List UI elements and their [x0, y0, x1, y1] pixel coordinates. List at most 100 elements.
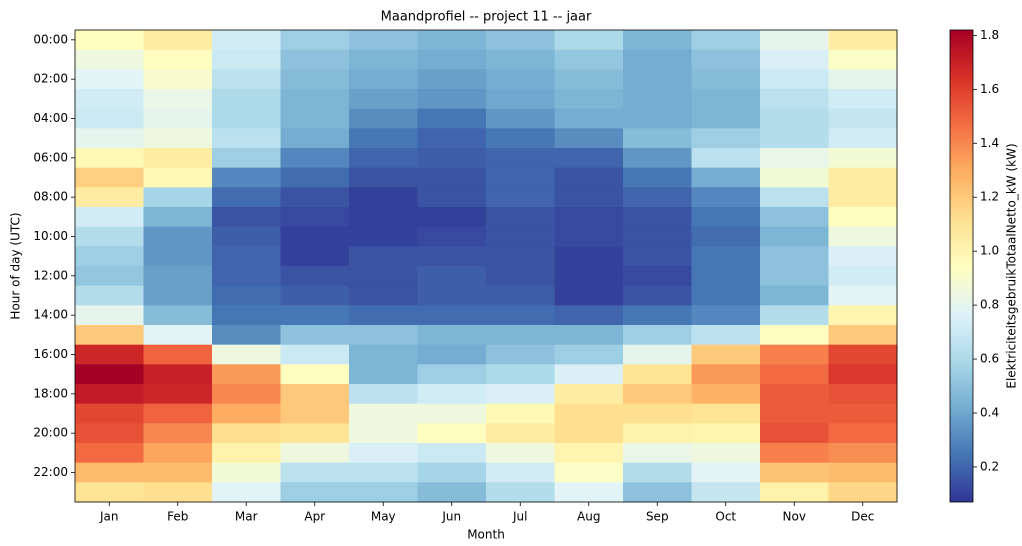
heatmap-cell	[486, 207, 555, 228]
heatmap-cell	[554, 30, 624, 51]
heatmap-cell	[623, 423, 692, 444]
heatmap-cell	[417, 167, 487, 188]
heatmap-cell	[349, 207, 418, 228]
heatmap-cell	[486, 148, 555, 169]
heatmap-cell	[417, 49, 487, 70]
heatmap-cell	[828, 207, 898, 228]
heatmap-cell	[623, 148, 692, 169]
heatmap-cell	[760, 226, 829, 247]
heatmap-cell	[691, 69, 761, 90]
heatmap-cell	[143, 30, 213, 51]
heatmap-cell	[760, 128, 829, 149]
heatmap-cell	[554, 246, 624, 267]
y-tick-label: 18:00	[33, 386, 68, 400]
heatmap-cell	[349, 187, 418, 208]
heatmap-cell	[349, 325, 418, 346]
heatmap-cell	[760, 246, 829, 267]
heatmap-cell	[349, 30, 418, 51]
heatmap-cell	[417, 403, 487, 424]
heatmap-cell	[417, 364, 487, 385]
heatmap-cell	[554, 344, 624, 365]
heatmap-cell	[760, 89, 829, 110]
heatmap-cell	[349, 69, 418, 90]
heatmap-cell	[828, 305, 898, 326]
heatmap-cell	[417, 207, 487, 228]
heatmap-cell	[143, 344, 213, 365]
heatmap-cell	[417, 305, 487, 326]
chart-title: Maandprofiel -- project 11 -- jaar	[381, 10, 592, 25]
heatmap-cell	[417, 325, 487, 346]
heatmap-cell	[143, 384, 213, 405]
heatmap-cell	[691, 482, 761, 503]
heatmap-cell	[691, 384, 761, 405]
heatmap-cell	[623, 187, 692, 208]
heatmap-cell	[417, 187, 487, 208]
heatmap-cell	[486, 266, 555, 287]
heatmap-cell	[349, 305, 418, 326]
heatmap-cell	[417, 482, 487, 503]
colorbar-tick-label: 0.4	[980, 405, 999, 419]
heatmap-cell	[417, 148, 487, 169]
heatmap-cell	[143, 443, 213, 464]
heatmap-cell	[417, 128, 487, 149]
heatmap-cell	[554, 207, 624, 228]
heatmap-cell	[760, 384, 829, 405]
heatmap-cell	[828, 462, 898, 483]
heatmap-cell	[554, 285, 624, 306]
heatmap-cell	[691, 148, 761, 169]
heatmap-cell	[486, 167, 555, 188]
heatmap-cell	[75, 226, 144, 247]
heatmap-cell	[828, 423, 898, 444]
heatmap-cell	[828, 364, 898, 385]
heatmap-cell	[417, 266, 487, 287]
heatmap-cell	[828, 443, 898, 464]
heatmap-cell	[486, 128, 555, 149]
heatmap-cell	[486, 30, 555, 51]
heatmap-cell	[280, 462, 350, 483]
heatmap-cell	[828, 403, 898, 424]
heatmap-cell	[691, 30, 761, 51]
y-tick-label: 06:00	[33, 150, 68, 164]
heatmap-cell	[486, 462, 555, 483]
heatmap-cell	[828, 148, 898, 169]
heatmap-cell	[349, 482, 418, 503]
heatmap-cell	[280, 49, 350, 70]
heatmap-cell	[417, 30, 487, 51]
heatmap-cell	[349, 443, 418, 464]
heatmap-cell	[417, 384, 487, 405]
heatmap-cell	[486, 384, 555, 405]
heatmap-cell	[554, 89, 624, 110]
heatmap-cell	[760, 148, 829, 169]
heatmap-cell	[828, 482, 898, 503]
heatmap-cell	[212, 482, 281, 503]
heatmap-cell	[212, 89, 281, 110]
heatmap-cell	[75, 187, 144, 208]
heatmap-cell	[143, 89, 213, 110]
heatmap-cell	[760, 364, 829, 385]
heatmap-cell	[760, 482, 829, 503]
heatmap-cell	[212, 49, 281, 70]
heatmap-cell	[554, 384, 624, 405]
x-tick-label: Jul	[512, 510, 527, 524]
heatmap-cell	[760, 207, 829, 228]
heatmap-cell	[691, 187, 761, 208]
heatmap-cell	[486, 89, 555, 110]
heatmap-cell	[760, 462, 829, 483]
y-tick-label: 20:00	[33, 426, 68, 440]
heatmap-cell	[212, 443, 281, 464]
heatmap-cell	[486, 285, 555, 306]
heatmap-cell	[486, 69, 555, 90]
heatmap-cell	[349, 285, 418, 306]
heatmap-cell	[212, 344, 281, 365]
heatmap-cell	[280, 384, 350, 405]
heatmap-cell	[486, 108, 555, 129]
heatmap-cell	[212, 423, 281, 444]
x-tick-label: Dec	[851, 510, 874, 524]
heatmap-cell	[75, 364, 144, 385]
heatmap-cell	[417, 246, 487, 267]
x-tick-label: Jun	[441, 510, 461, 524]
heatmap-cell	[212, 305, 281, 326]
heatmap-cell	[623, 207, 692, 228]
heatmap-cell	[828, 285, 898, 306]
colorbar-tick-label: 1.6	[980, 82, 999, 96]
